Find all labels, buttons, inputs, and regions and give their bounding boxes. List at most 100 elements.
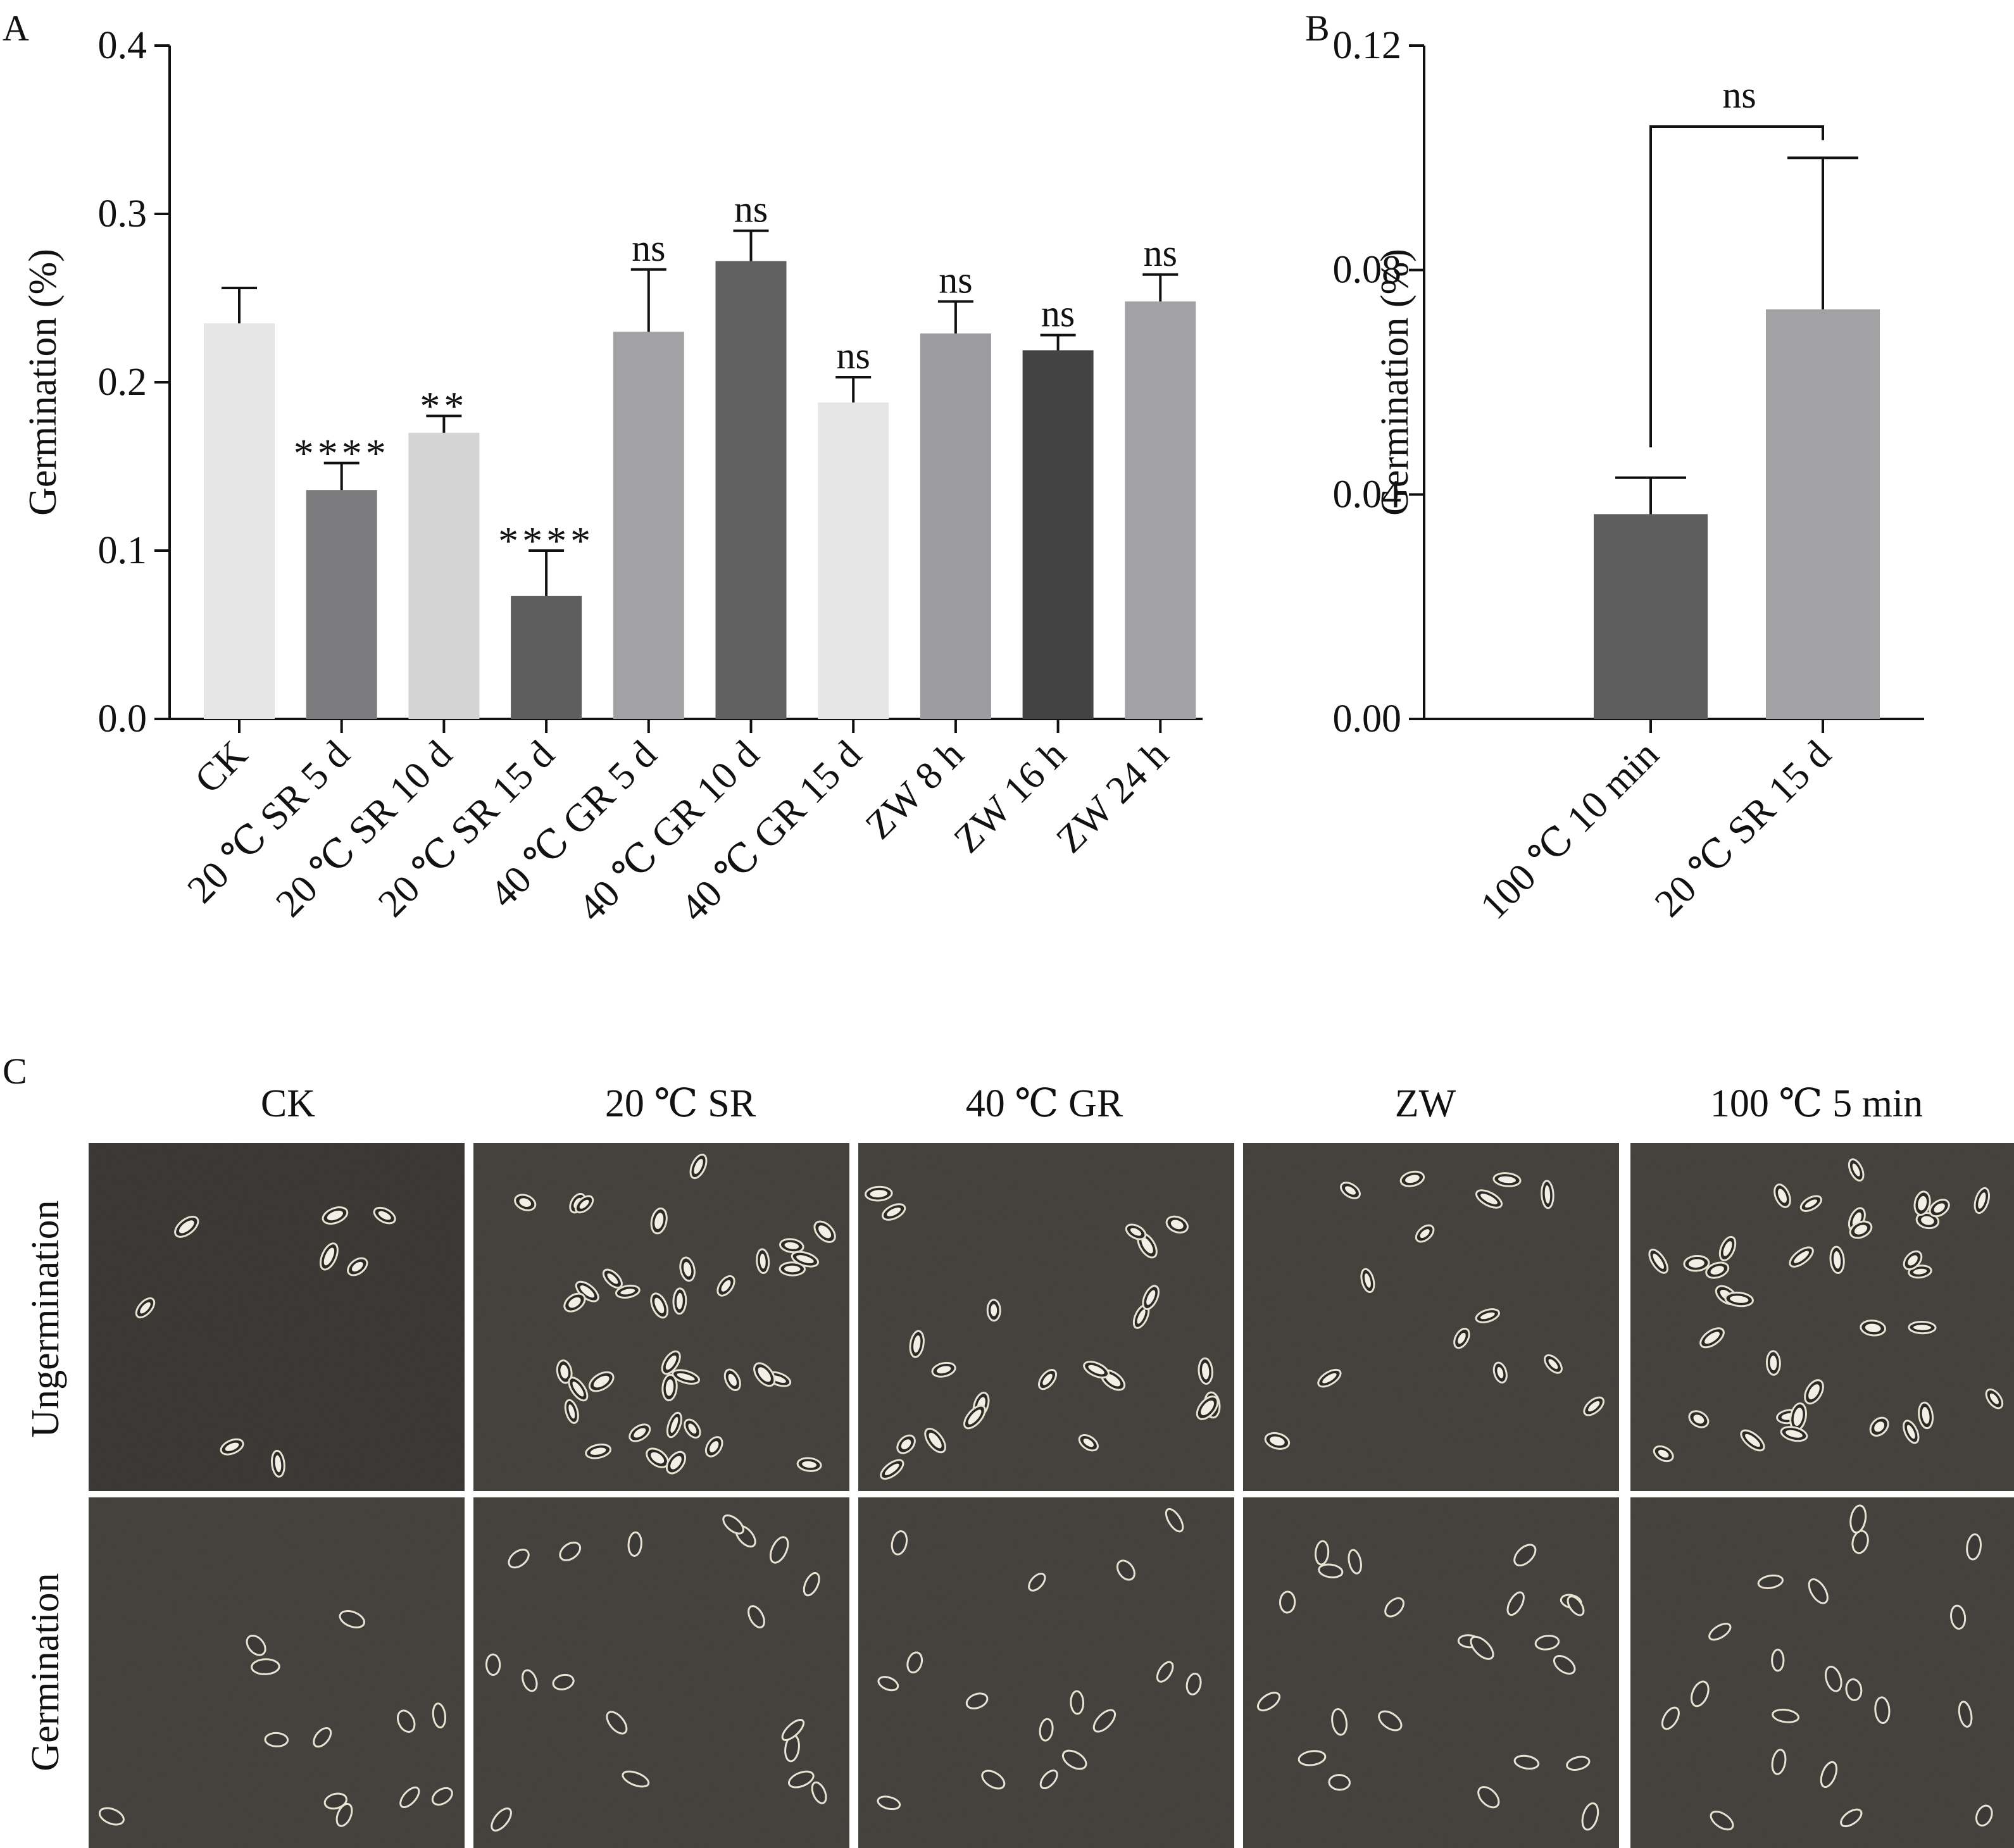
spore (787, 1770, 815, 1789)
significance-label: ns (939, 259, 972, 301)
spore (485, 1653, 501, 1676)
spore (689, 1153, 708, 1180)
significance-label: **** (294, 431, 390, 476)
spore (606, 1711, 628, 1735)
spore (491, 1807, 512, 1832)
spore (665, 1451, 687, 1475)
y-tick-label: 0.0 (98, 697, 147, 740)
spore (1534, 1635, 1560, 1651)
spore (1653, 1445, 1674, 1463)
spore (264, 1732, 289, 1747)
spore (1661, 1706, 1680, 1730)
spore (1028, 1573, 1046, 1592)
spore (1125, 1223, 1147, 1240)
spore (552, 1673, 575, 1690)
spore (924, 1428, 946, 1454)
spore (1705, 1261, 1730, 1279)
spore (796, 1457, 822, 1472)
spore (1039, 1718, 1054, 1742)
spore (965, 1692, 989, 1709)
bar (1125, 301, 1196, 719)
spore (1908, 1320, 1937, 1335)
spore (1541, 1180, 1554, 1209)
spore (564, 1399, 579, 1424)
spore (1378, 1710, 1403, 1732)
spore (1298, 1750, 1327, 1766)
spore (877, 1676, 899, 1692)
y-tick-label: 0.12 (1333, 24, 1402, 67)
spore (906, 1651, 923, 1674)
spore (335, 1802, 353, 1827)
spore (1840, 1808, 1863, 1828)
micrograph-background (89, 1143, 465, 1491)
spore (1165, 1215, 1189, 1234)
micrograph-image (473, 1497, 849, 1848)
spore (1869, 1416, 1889, 1437)
micrograph-row-label: Ungermination (24, 1200, 67, 1437)
y-tick-label: 0.08 (1333, 249, 1402, 292)
bar (511, 596, 582, 719)
spore (220, 1438, 244, 1456)
x-tick-label: CK (187, 733, 256, 802)
bar (1766, 309, 1880, 719)
spore (431, 1787, 453, 1806)
bar (613, 332, 684, 719)
spore (877, 1795, 901, 1811)
x-tick-label: ZW 24 h (1048, 733, 1177, 861)
spore (1581, 1802, 1599, 1831)
spore (1771, 1649, 1785, 1672)
spore (1553, 1654, 1576, 1675)
x-tick-label: 20 ℃ SR 10 d (268, 733, 460, 925)
spore (323, 1792, 347, 1810)
spore (1913, 1190, 1931, 1216)
spore (1958, 1701, 1973, 1728)
spore (1829, 1246, 1845, 1275)
spore (1918, 1401, 1934, 1430)
spore (881, 1203, 906, 1221)
spore (1185, 1673, 1202, 1695)
x-tick-label: 40 ℃ GR 10 d (570, 733, 767, 930)
spore (508, 1549, 530, 1569)
comparison-label: ns (1722, 74, 1756, 116)
micrograph-column-label: ZW (1395, 1082, 1456, 1125)
micrograph-image (1630, 1497, 2014, 1848)
spore (1825, 1665, 1842, 1692)
spore (1156, 1661, 1174, 1683)
spore (1849, 1220, 1873, 1239)
spore (1765, 1350, 1781, 1376)
micrograph-background (1630, 1143, 2014, 1491)
spore (1683, 1254, 1710, 1272)
spore (661, 1373, 678, 1402)
y-tick-label: 0.3 (98, 192, 147, 235)
spore (1453, 1327, 1470, 1349)
spore (432, 1702, 447, 1728)
spore (963, 1404, 986, 1430)
spore (1718, 1235, 1737, 1261)
spore (1513, 1544, 1537, 1566)
spore (756, 1248, 770, 1275)
spore (1315, 1540, 1330, 1566)
x-tick-label: 20 ℃ SR 15 d (370, 733, 563, 925)
spore (1975, 1804, 1993, 1827)
significance-label: ns (632, 227, 665, 269)
micrograph-image (1243, 1143, 1619, 1491)
spore (615, 1284, 641, 1299)
spore (622, 1770, 650, 1788)
significance-label: ns (1144, 232, 1177, 274)
spore (1038, 1369, 1057, 1390)
y-tick-label: 0.4 (98, 24, 147, 67)
bar (818, 402, 889, 719)
spore (1279, 1590, 1296, 1614)
spore (896, 1434, 916, 1454)
spore (1708, 1623, 1732, 1641)
spore (556, 1359, 573, 1384)
spore (1264, 1432, 1291, 1450)
spore (753, 1362, 776, 1387)
x-tick-label: 40 ℃ GR 15 d (673, 733, 870, 930)
spore (1849, 1504, 1867, 1533)
spore (1799, 1195, 1823, 1212)
significance-label: ns (837, 335, 870, 377)
y-tick-label: 0.00 (1333, 697, 1402, 740)
spore (399, 1786, 420, 1808)
